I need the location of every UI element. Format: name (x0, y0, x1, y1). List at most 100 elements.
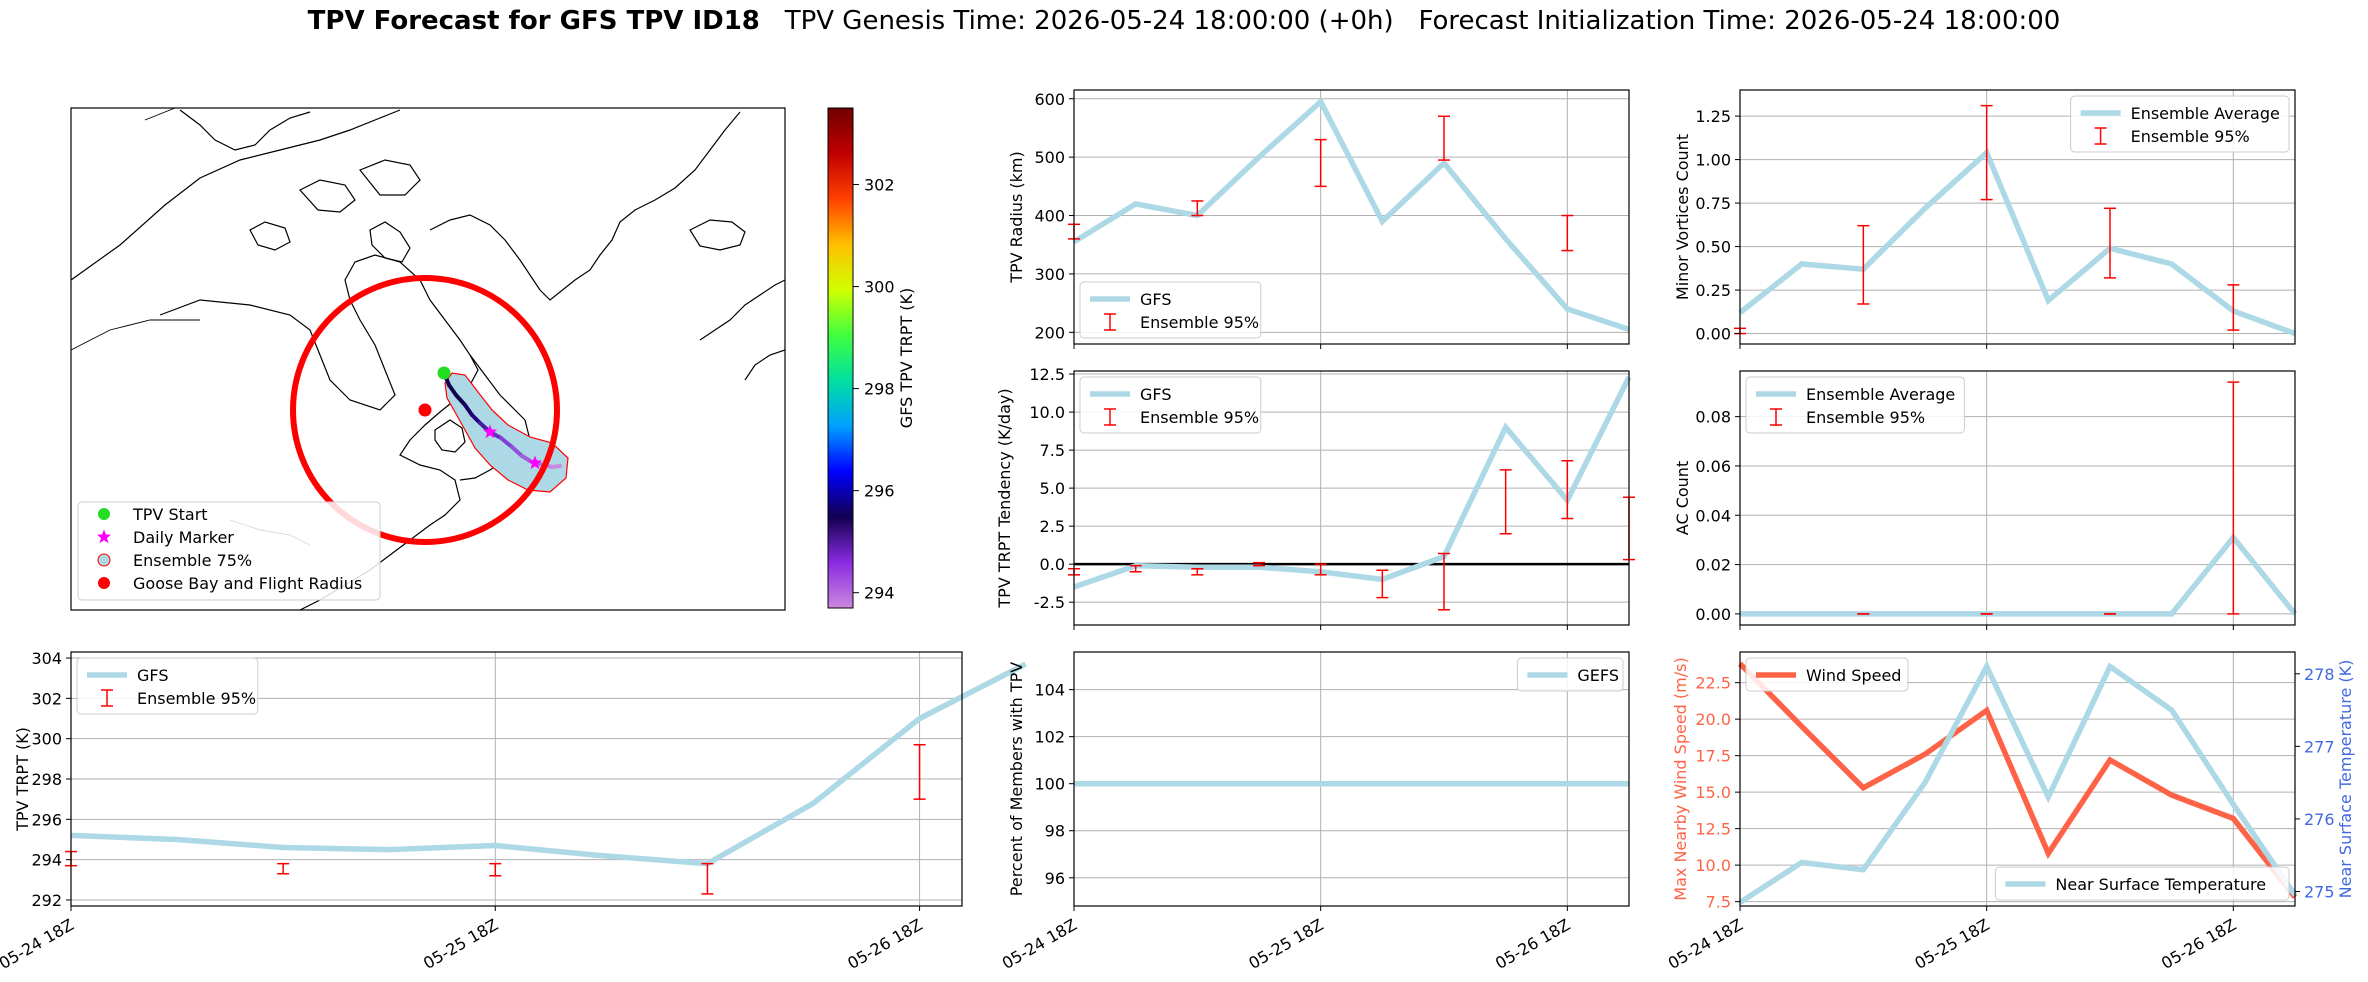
coastlines (71, 108, 785, 610)
y-tick-label: 292 (31, 891, 62, 910)
coastline-europe-2 (744, 349, 785, 381)
y-tick-label: 600 (1034, 90, 1065, 109)
x-tick-label: 05-25 18Z (1911, 915, 1992, 973)
track-segment (463, 403, 474, 417)
daily-marker-star (527, 455, 543, 470)
x-tick-label: 05-25 18Z (420, 915, 501, 973)
y-tick-label: 0.02 (1695, 556, 1731, 575)
y-tick-label: 200 (1034, 323, 1065, 342)
errorbar (1438, 552, 1450, 611)
y-tick-label: 0.25 (1695, 281, 1731, 300)
series-line-gfs (1073, 375, 1632, 590)
legend-errorbar-swatch (1104, 313, 1116, 331)
legend-box (1994, 866, 2290, 901)
y-tick-label: 1.00 (1695, 151, 1731, 170)
chart-percent-members: 96 98 100 102 104 05-24 18Z 05-25 18Z 05-26 18Z… (999, 651, 1630, 973)
y-tick-label: 304 (31, 649, 62, 668)
series-line-gfs (70, 661, 1027, 867)
legend-errorbar-swatch (1104, 408, 1116, 426)
y-tick-label: 0.00 (1695, 605, 1731, 624)
y-tick-label: 10.0 (1695, 856, 1731, 875)
y-axis-label: TPV TRPT (K) (13, 727, 32, 832)
y-tick-label: 294 (31, 851, 62, 870)
legend: GEFS (1516, 657, 1624, 692)
y-tick-label: 0.75 (1695, 194, 1731, 213)
x-tick-label: 05-24 18Z (1665, 915, 1746, 973)
errorbar (1438, 115, 1450, 161)
legend-label: Ensemble 95% (1806, 408, 1925, 427)
y-tick-label: 0.0 (1040, 555, 1065, 574)
y-tick-label: 0.04 (1695, 506, 1731, 525)
flight-radius-circle (290, 275, 560, 545)
axes-frame (1073, 651, 1630, 907)
legend: Near Surface Temperature (1994, 866, 2290, 901)
daily-markers (482, 424, 543, 470)
track-segment (510, 445, 524, 458)
series-line-wind-speed (1738, 661, 2298, 899)
x-tick-label: 05-24 18Z (999, 915, 1080, 973)
series-line-near-surface-temperature (1738, 660, 2298, 905)
y-tick-label: 300 (31, 730, 62, 749)
errorbar (1561, 214, 1574, 252)
chart-ac-count: 0.00 0.02 0.04 0.06 0.08 AC Count Ensemble Ave… (1673, 370, 2298, 630)
y-tick-label: 1.25 (1695, 107, 1731, 126)
errorbar (1499, 469, 1512, 535)
y-tick-label: 102 (1034, 728, 1065, 747)
y2-tick-label: 277 (2304, 737, 2335, 756)
coastline-iceland (689, 219, 746, 251)
y-axis-label: TPV TRPT Tendency (K/day) (995, 388, 1014, 608)
legend-goose-bay-label: Goose Bay and Flight Radius (133, 574, 362, 593)
errorbar (1191, 200, 1204, 217)
legend-daily-marker-icon (96, 529, 112, 544)
x-tick-label: 05-26 18Z (2158, 915, 2239, 973)
y-axis-label: Minor Vortices Count (1673, 134, 1692, 300)
errorbar (1376, 569, 1389, 599)
errorbar (1857, 224, 1870, 305)
legend-box (1745, 376, 1965, 434)
y-tick-label: -2.5 (1034, 593, 1065, 612)
legend-errorbar-swatch (2094, 127, 2107, 145)
chart-tpv-radius: 200 300 400 500 600 TPV Radius (km) GFS Ensembl… (1007, 89, 1630, 349)
legend-ensemble-icon (97, 553, 111, 567)
y-tick-label: 7.5 (1040, 441, 1065, 460)
legend-label: Wind Speed (1806, 666, 1901, 685)
legend-label: Ensemble Average (1806, 385, 1955, 404)
legend-daily-marker-label: Daily Marker (133, 528, 234, 547)
colorbar-tick-label: 296 (864, 482, 895, 501)
chart-trpt-tendency: -2.5 0.0 2.5 5.0 7.5 10.0 12.5 TPV TRPT Tendenc… (995, 365, 1635, 630)
errorbar (1253, 561, 1265, 567)
legend-box (2070, 95, 2290, 153)
y-tick-label: 0.00 (1695, 325, 1731, 344)
legend-label: GFS (1140, 290, 1171, 309)
y-tick-label: 17.5 (1695, 747, 1731, 766)
axes-frame (1739, 89, 2296, 345)
legend-label: Ensemble 95% (2131, 127, 2250, 146)
y-tick-label: 500 (1034, 148, 1065, 167)
goose-bay-marker (418, 403, 432, 417)
chart-wind-temp: 7.5 10.0 12.5 15.0 17.5 20.0 22.5 05-24 18Z 05-2… (1665, 651, 2355, 973)
legend: GFS Ensemble 95% (1079, 281, 1262, 339)
y-tick-label: 302 (31, 689, 62, 708)
y-tick-label: 20.0 (1695, 710, 1731, 729)
plot-area (1074, 652, 1629, 906)
track-segment (454, 393, 467, 407)
legend-box (1079, 376, 1262, 434)
colorbar-gradient (827, 107, 854, 609)
errorbar (1980, 104, 1993, 201)
map-content (71, 108, 785, 610)
y-tick-label: 100 (1034, 775, 1065, 794)
coastline-greenland (429, 111, 741, 301)
errorbar (1129, 564, 1142, 573)
legend-label: Ensemble 95% (137, 689, 256, 708)
y-tick-label: 5.0 (1040, 479, 1065, 498)
axes-frame (1073, 370, 1630, 626)
errorbar (913, 743, 926, 800)
x-tick-label: 05-25 18Z (1245, 915, 1326, 973)
legend-label: GEFS (1577, 666, 1619, 685)
y-axis-label: AC Count (1673, 461, 1692, 535)
errorbar (1191, 567, 1204, 576)
errorbar (1314, 563, 1327, 576)
errorbar (277, 862, 290, 875)
legend: Wind Speed (1745, 657, 1909, 692)
track-segment (447, 383, 458, 397)
